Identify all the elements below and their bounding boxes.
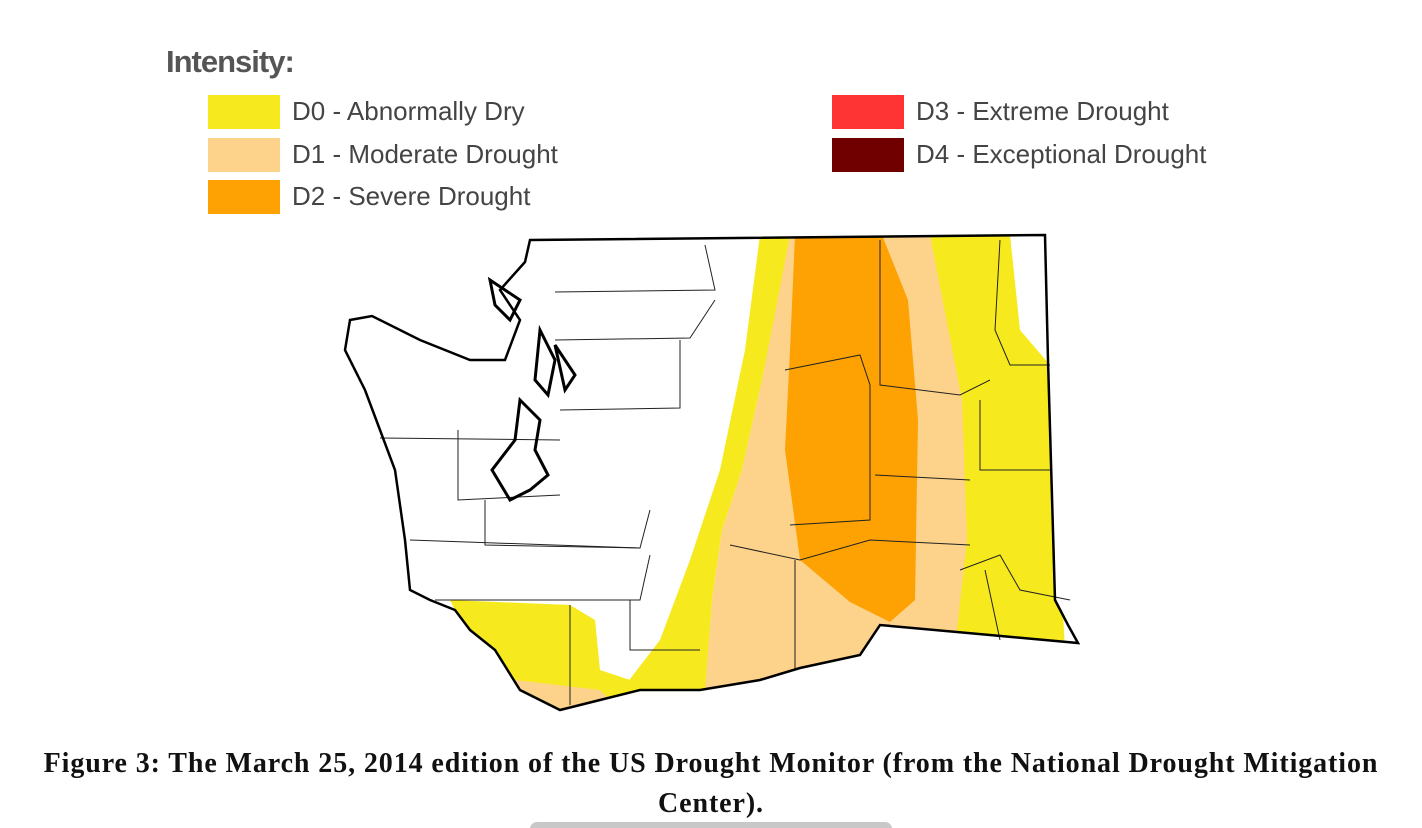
drought-zones bbox=[450, 235, 1065, 710]
legend-label: D1 - Moderate Drought bbox=[292, 138, 558, 169]
scroll-bar bbox=[530, 822, 892, 828]
d2-zone bbox=[785, 235, 918, 622]
d0-zone bbox=[930, 235, 1065, 650]
d0-zone bbox=[610, 235, 792, 705]
legend-swatch bbox=[208, 137, 280, 172]
legend-swatch bbox=[832, 95, 904, 129]
legend-label: D2 - Severe Drought bbox=[292, 181, 531, 211]
legend-swatch bbox=[832, 137, 904, 172]
county-lines bbox=[379, 239, 1071, 705]
d0-zone bbox=[450, 600, 630, 710]
caption: Figure 3: The March 25, 2014 edition of … bbox=[43, 748, 1379, 819]
legend-label: D0 - Abnormally Dry bbox=[292, 96, 525, 126]
legend-title: Intensity: bbox=[166, 44, 295, 79]
legend-label: D4 - Exceptional Drought bbox=[916, 138, 1207, 169]
legend-swatch bbox=[208, 95, 280, 129]
legend-swatch bbox=[208, 180, 280, 214]
puget-sound bbox=[487, 276, 577, 502]
legend-label: D3 - Extreme Drought bbox=[916, 96, 1169, 126]
